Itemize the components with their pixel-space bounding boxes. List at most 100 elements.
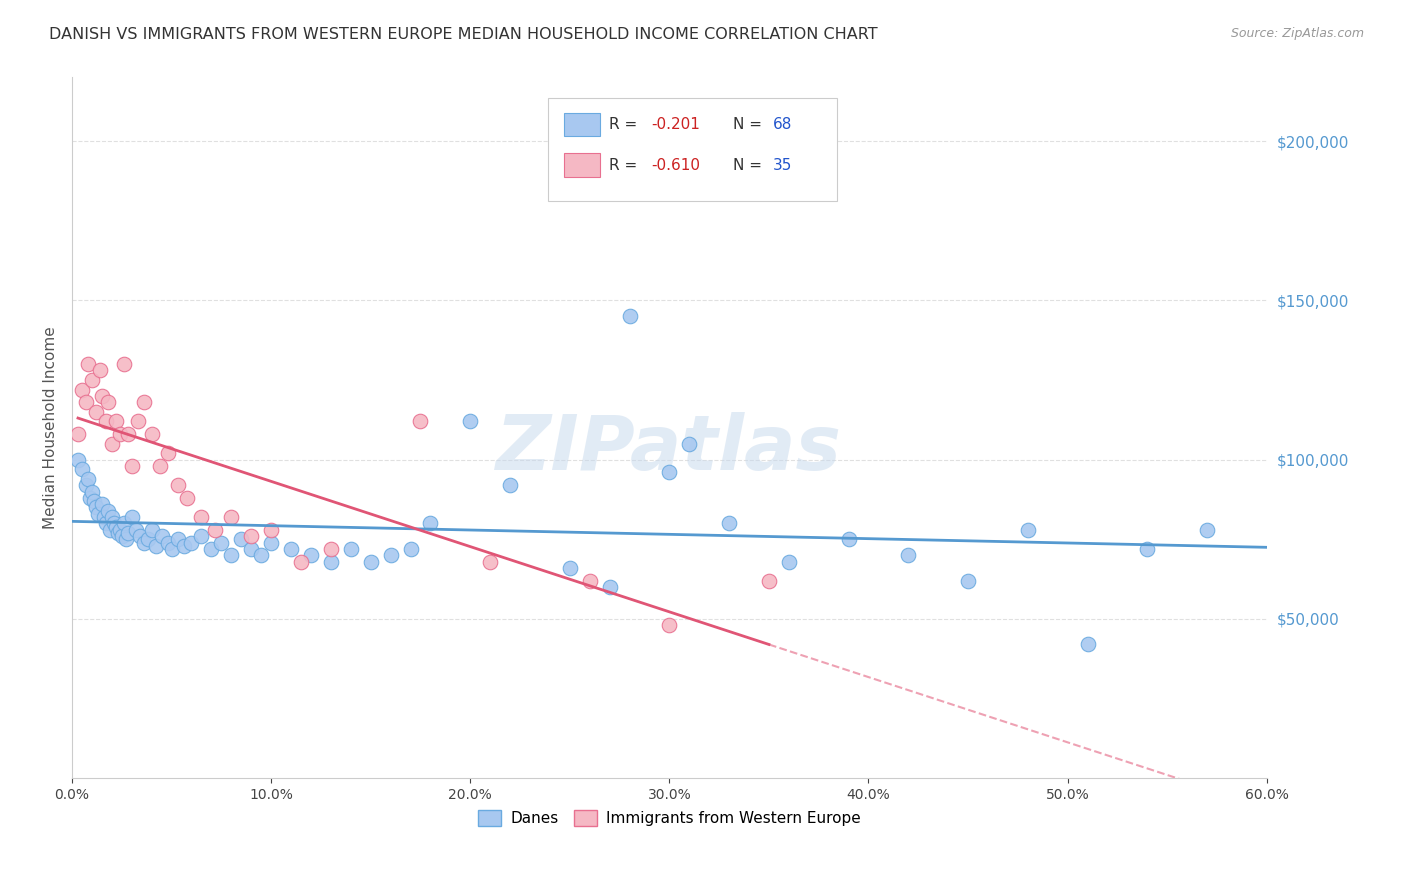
Point bbox=[84, 500, 107, 515]
Text: DANISH VS IMMIGRANTS FROM WESTERN EUROPE MEDIAN HOUSEHOLD INCOME CORRELATION CHA: DANISH VS IMMIGRANTS FROM WESTERN EUROPE… bbox=[49, 27, 877, 42]
Point bbox=[94, 516, 117, 531]
Point bbox=[90, 497, 112, 511]
Point bbox=[70, 383, 93, 397]
Point bbox=[250, 548, 273, 562]
Point bbox=[290, 555, 312, 569]
Point bbox=[260, 535, 283, 549]
Point bbox=[360, 555, 382, 569]
Y-axis label: Median Household Income: Median Household Income bbox=[44, 326, 58, 529]
Point bbox=[190, 529, 212, 543]
Point bbox=[108, 427, 131, 442]
Point bbox=[479, 555, 502, 569]
Text: R =: R = bbox=[609, 158, 643, 172]
Point bbox=[94, 414, 117, 428]
Text: 35: 35 bbox=[773, 158, 793, 172]
Point bbox=[70, 462, 93, 476]
Point bbox=[132, 535, 155, 549]
Point bbox=[280, 541, 302, 556]
Text: ZIPatlas: ZIPatlas bbox=[496, 412, 842, 486]
Point bbox=[117, 525, 139, 540]
Point bbox=[558, 561, 581, 575]
Point bbox=[599, 580, 621, 594]
Point bbox=[89, 363, 111, 377]
Point bbox=[221, 510, 243, 524]
Point bbox=[499, 478, 522, 492]
Point bbox=[128, 529, 150, 543]
Point bbox=[104, 519, 127, 533]
Legend: Danes, Immigrants from Western Europe: Danes, Immigrants from Western Europe bbox=[471, 803, 869, 834]
Point bbox=[231, 533, 253, 547]
Point bbox=[1076, 637, 1098, 651]
Point bbox=[578, 574, 600, 588]
Text: 68: 68 bbox=[773, 118, 793, 132]
Point bbox=[112, 516, 135, 531]
Point bbox=[136, 533, 159, 547]
Text: -0.610: -0.610 bbox=[651, 158, 700, 172]
Point bbox=[204, 523, 226, 537]
Point bbox=[319, 541, 342, 556]
Point bbox=[103, 516, 125, 531]
Point bbox=[84, 405, 107, 419]
Point bbox=[319, 555, 342, 569]
Point bbox=[299, 548, 322, 562]
Point bbox=[221, 548, 243, 562]
Point bbox=[160, 541, 183, 556]
Point bbox=[121, 458, 143, 473]
Point bbox=[166, 533, 188, 547]
Point bbox=[108, 523, 131, 537]
Point bbox=[957, 574, 980, 588]
Point bbox=[97, 395, 120, 409]
Point bbox=[101, 436, 124, 450]
Point bbox=[114, 533, 136, 547]
Point bbox=[176, 491, 198, 505]
Point bbox=[758, 574, 780, 588]
Point bbox=[678, 436, 700, 450]
Point bbox=[141, 427, 163, 442]
Point bbox=[141, 523, 163, 537]
Point bbox=[127, 414, 149, 428]
Point bbox=[1136, 541, 1159, 556]
Point bbox=[778, 555, 800, 569]
Point bbox=[107, 525, 129, 540]
Point bbox=[1017, 523, 1039, 537]
Point bbox=[80, 484, 103, 499]
Point bbox=[77, 357, 100, 371]
Point bbox=[112, 357, 135, 371]
Point bbox=[718, 516, 741, 531]
Point bbox=[77, 472, 100, 486]
Point bbox=[658, 466, 681, 480]
Point bbox=[83, 494, 105, 508]
Point bbox=[619, 310, 641, 324]
Point bbox=[173, 539, 195, 553]
Text: N =: N = bbox=[733, 118, 766, 132]
Point bbox=[80, 373, 103, 387]
Point bbox=[104, 414, 127, 428]
Point bbox=[458, 414, 481, 428]
Point bbox=[190, 510, 212, 524]
Point bbox=[145, 539, 167, 553]
Point bbox=[658, 618, 681, 632]
Point bbox=[87, 507, 110, 521]
Text: R =: R = bbox=[609, 118, 643, 132]
Point bbox=[260, 523, 283, 537]
Point bbox=[150, 529, 173, 543]
Point bbox=[101, 510, 124, 524]
Point bbox=[339, 541, 361, 556]
Point bbox=[93, 510, 115, 524]
Point bbox=[149, 458, 172, 473]
Point bbox=[121, 510, 143, 524]
Point bbox=[132, 395, 155, 409]
Point bbox=[156, 535, 179, 549]
Point bbox=[399, 541, 422, 556]
Point bbox=[200, 541, 222, 556]
Point bbox=[180, 535, 202, 549]
Point bbox=[75, 395, 97, 409]
Point bbox=[125, 523, 148, 537]
Point bbox=[209, 535, 232, 549]
Point bbox=[419, 516, 441, 531]
Point bbox=[380, 548, 402, 562]
Point bbox=[90, 389, 112, 403]
Point bbox=[156, 446, 179, 460]
Text: -0.201: -0.201 bbox=[651, 118, 700, 132]
Point bbox=[111, 529, 134, 543]
